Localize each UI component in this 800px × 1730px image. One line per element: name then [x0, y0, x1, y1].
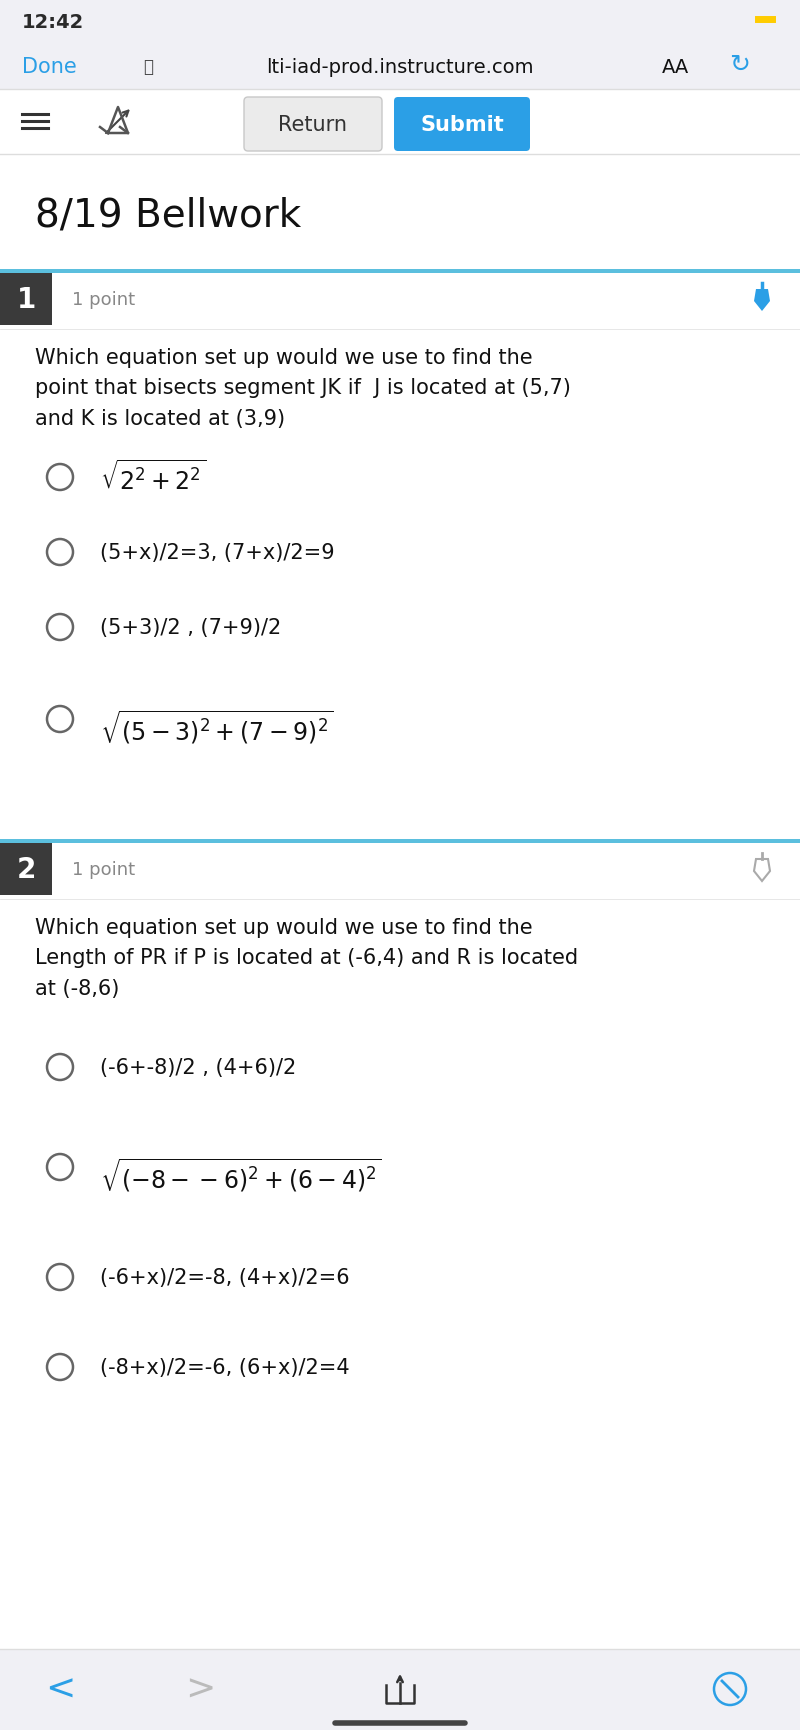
Text: AA: AA: [662, 57, 689, 76]
Text: Which equation set up would we use to find the
point that bisects segment JK if : Which equation set up would we use to fi…: [35, 348, 571, 429]
Text: 2: 2: [16, 856, 36, 884]
Text: $\sqrt{(5-3)^2+(7-9)^2}$: $\sqrt{(5-3)^2+(7-9)^2}$: [100, 708, 333, 747]
Text: Submit: Submit: [420, 114, 504, 135]
Text: Done: Done: [22, 57, 77, 76]
Text: lti-iad-prod.instructure.com: lti-iad-prod.instructure.com: [266, 57, 534, 76]
Text: 🔒: 🔒: [143, 59, 153, 76]
FancyBboxPatch shape: [0, 90, 800, 156]
Polygon shape: [754, 291, 770, 311]
Text: (5+3)/2 , (7+9)/2: (5+3)/2 , (7+9)/2: [100, 618, 282, 638]
FancyBboxPatch shape: [0, 844, 800, 1649]
Text: 1: 1: [16, 285, 36, 313]
FancyBboxPatch shape: [0, 43, 800, 90]
Text: 8/19 Bellwork: 8/19 Bellwork: [35, 195, 302, 234]
FancyBboxPatch shape: [0, 1649, 800, 1730]
FancyBboxPatch shape: [0, 844, 52, 896]
FancyBboxPatch shape: [0, 839, 800, 844]
Text: 1 point: 1 point: [72, 291, 135, 310]
Text: $\sqrt{(-8--6)^2+(6-4)^2}$: $\sqrt{(-8--6)^2+(6-4)^2}$: [100, 1156, 382, 1194]
Text: 12:42: 12:42: [22, 12, 84, 31]
FancyBboxPatch shape: [0, 0, 800, 43]
Text: 1 point: 1 point: [72, 860, 135, 879]
FancyBboxPatch shape: [394, 99, 530, 152]
Text: ↻: ↻: [730, 54, 750, 76]
FancyBboxPatch shape: [0, 156, 800, 270]
Text: (-6+x)/2=-8, (4+x)/2=6: (-6+x)/2=-8, (4+x)/2=6: [100, 1268, 350, 1287]
Text: Which equation set up would we use to find the
Length of PR if P is located at (: Which equation set up would we use to fi…: [35, 917, 578, 998]
Text: <: <: [45, 1671, 75, 1706]
FancyBboxPatch shape: [244, 99, 382, 152]
Text: Return: Return: [278, 114, 347, 135]
Text: (5+x)/2=3, (7+x)/2=9: (5+x)/2=3, (7+x)/2=9: [100, 543, 334, 562]
Text: $\sqrt{2^2 + 2^2}$: $\sqrt{2^2 + 2^2}$: [100, 460, 206, 495]
FancyBboxPatch shape: [0, 273, 800, 839]
Text: (-6+-8)/2 , (4+6)/2: (-6+-8)/2 , (4+6)/2: [100, 1057, 296, 1078]
Text: (-8+x)/2=-6, (6+x)/2=4: (-8+x)/2=-6, (6+x)/2=4: [100, 1358, 350, 1377]
Text: >: >: [185, 1671, 215, 1706]
FancyBboxPatch shape: [0, 273, 52, 325]
FancyBboxPatch shape: [0, 270, 800, 273]
